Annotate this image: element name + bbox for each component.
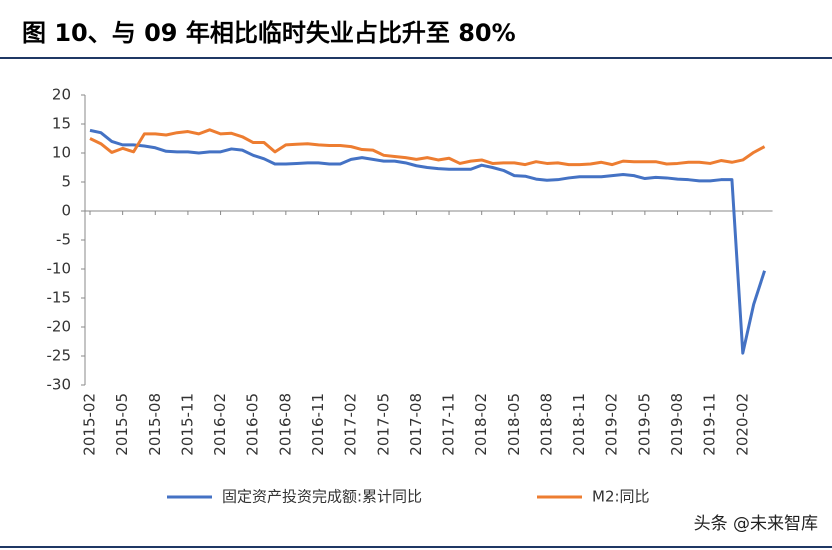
x-tick-label: 2015-08 — [146, 393, 164, 456]
x-tick-label: 2018-05 — [505, 393, 523, 456]
series-line — [89, 128, 766, 167]
x-tick-label: 2018-02 — [472, 393, 490, 456]
y-tick-label: 20 — [52, 86, 71, 104]
x-tick-label: 2015-05 — [113, 393, 131, 456]
x-tick-label: 2017-08 — [407, 393, 425, 456]
x-tick-label: 2016-08 — [276, 393, 294, 456]
x-tick-label: 2015-11 — [178, 393, 196, 456]
x-tick-label: 2019-02 — [603, 393, 621, 456]
y-tick-label: 10 — [52, 144, 71, 162]
watermark: 头条 @未来智库 — [694, 514, 818, 534]
y-tick-label: 0 — [61, 202, 71, 220]
x-tick-label: 2019-05 — [635, 393, 653, 456]
x-tick-label: 2018-08 — [537, 393, 555, 456]
series-line — [89, 128, 766, 355]
legend-label: 固定资产投资完成额:累计同比 — [222, 488, 422, 506]
chart-title: 图 10、与 09 年相比临时失业占比升至 80% — [22, 19, 516, 47]
y-tick-label: -20 — [47, 318, 72, 336]
y-tick-label: 15 — [52, 115, 71, 133]
y-tick-label: -10 — [47, 260, 72, 278]
x-tick-label: 2017-05 — [374, 393, 392, 456]
y-tick-label: -30 — [47, 376, 72, 394]
x-tick-label: 2017-11 — [440, 393, 458, 456]
y-tick-label: -5 — [56, 231, 71, 249]
y-tick-label: -25 — [47, 347, 72, 365]
x-tick-label: 2019-11 — [701, 393, 719, 456]
legend-label: M2:同比 — [592, 488, 650, 506]
x-tick-label: 2016-05 — [244, 393, 262, 456]
y-tick-label: -15 — [47, 289, 72, 307]
x-tick-label: 2016-02 — [211, 393, 229, 456]
x-tick-label: 2020-02 — [733, 393, 751, 456]
x-tick-label: 2017-02 — [342, 393, 360, 456]
x-tick-label: 2016-11 — [309, 393, 327, 456]
x-tick-label: 2019-08 — [668, 393, 686, 456]
x-tick-label: 2018-11 — [570, 393, 588, 456]
y-tick-label: 5 — [61, 173, 71, 191]
x-tick-label: 2015-02 — [81, 393, 99, 456]
